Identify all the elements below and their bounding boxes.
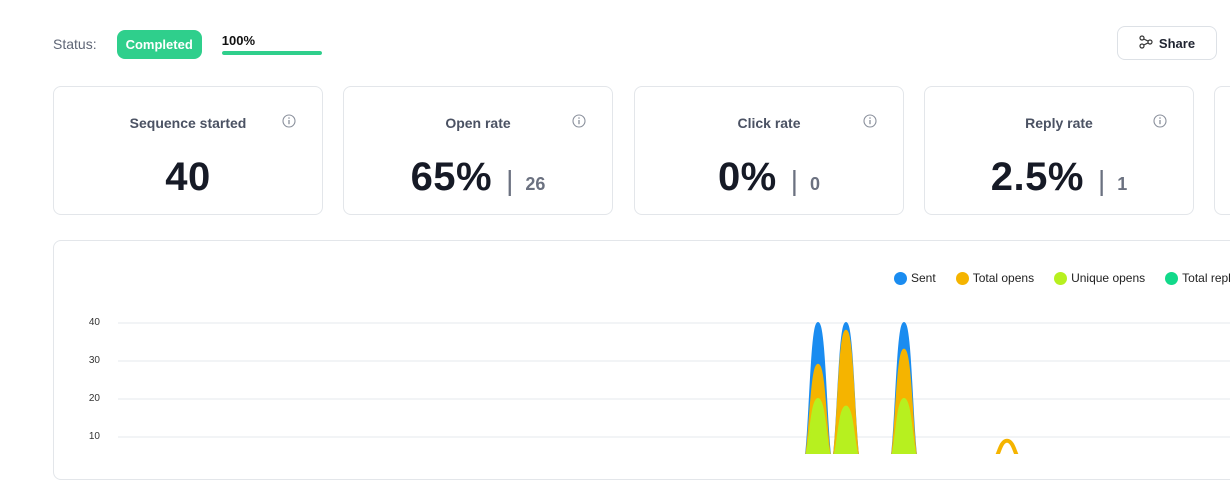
card-subvalue: 1 — [1117, 174, 1128, 194]
card-title: Reply rate — [1025, 115, 1093, 131]
card-title: Sequence started — [129, 115, 247, 131]
y-tick-label: 10 — [88, 431, 100, 442]
share-button[interactable]: Share — [1117, 26, 1217, 60]
card-subvalue: 26 — [525, 174, 546, 194]
info-icon[interactable] — [863, 114, 877, 133]
legend-dot — [1165, 271, 1179, 285]
info-icon[interactable] — [1153, 114, 1167, 133]
share-icon — [1139, 34, 1153, 52]
progress-text: 100% — [221, 33, 256, 48]
chart-area-peak — [833, 405, 859, 454]
chart-area-peak — [995, 438, 1019, 454]
card-peek — [1214, 86, 1230, 215]
legend-dot — [955, 271, 969, 285]
card-separator: | — [506, 165, 514, 196]
legend-item-total-replies[interactable]: Total repl — [1165, 271, 1230, 285]
legend-item-sent[interactable]: Sent — [894, 271, 936, 285]
card-open-rate: Open rate 65% | 26 — [343, 86, 613, 215]
chart-panel — [53, 240, 1230, 480]
chart-area-peak — [891, 397, 917, 454]
progress-track — [221, 51, 322, 55]
chart-area-peak — [805, 397, 831, 454]
legend-dot — [894, 271, 907, 285]
legend-label: Unique opens — [1071, 271, 1146, 285]
chart-plot — [118, 321, 1230, 454]
share-label: Share — [1158, 35, 1196, 51]
progress-fill — [221, 51, 322, 55]
card-click-rate: Click rate 0% | 0 — [634, 86, 904, 215]
legend-label: Total opens — [972, 271, 1035, 285]
legend-item-unique-opens[interactable]: Unique opens — [1054, 271, 1145, 285]
card-value: 0% — [717, 155, 777, 199]
info-icon[interactable] — [282, 114, 296, 133]
status-row: Status: Completed 100% — [53, 29, 322, 59]
card-value: 2.5% — [990, 155, 1084, 199]
card-title: Click rate — [737, 115, 801, 131]
y-tick-label: 40 — [88, 317, 100, 328]
legend-item-total-opens[interactable]: Total opens — [955, 271, 1035, 285]
y-tick-label: 30 — [88, 355, 100, 366]
status-badge: Completed — [116, 29, 202, 59]
chart-legend: Sent Total opens Unique opens Total repl — [894, 271, 1230, 285]
legend-label: Sent — [911, 271, 936, 285]
card-sequence-started: Sequence started 40 — [53, 86, 323, 215]
info-icon[interactable] — [572, 114, 586, 133]
y-tick-label: 20 — [88, 393, 100, 404]
progress: 100% — [221, 33, 322, 55]
legend-label: Total repl — [1182, 271, 1230, 285]
card-separator: | — [1097, 165, 1106, 196]
card-reply-rate: Reply rate 2.5% | 1 — [924, 86, 1194, 215]
legend-dot — [1054, 271, 1068, 285]
card-value: 65% — [410, 155, 493, 199]
card-subvalue: 0 — [810, 174, 821, 194]
card-value: 40 — [165, 155, 211, 199]
card-separator: | — [790, 165, 799, 196]
card-title: Open rate — [445, 115, 511, 131]
status-label: Status: — [53, 36, 97, 52]
